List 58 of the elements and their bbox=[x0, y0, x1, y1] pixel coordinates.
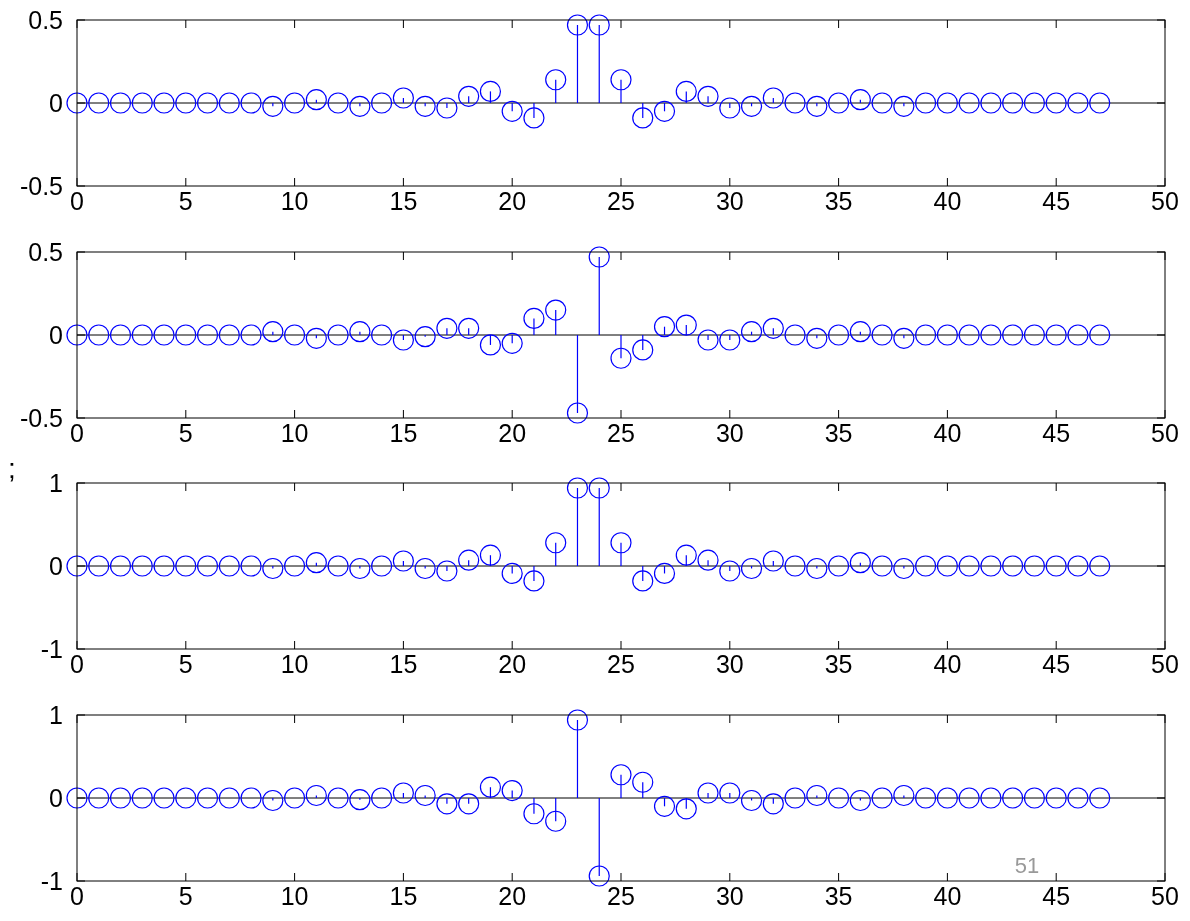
x-tick-label: 15 bbox=[389, 187, 418, 215]
y-tick-label: -1 bbox=[40, 634, 63, 663]
x-tick-label: 40 bbox=[933, 187, 962, 215]
text: ; bbox=[8, 453, 16, 484]
x-tick-label: 50 bbox=[1151, 187, 1179, 215]
x-tick-label: 0 bbox=[70, 882, 84, 910]
x-tick-label: 5 bbox=[178, 419, 193, 447]
annotation: 51 bbox=[1014, 853, 1040, 878]
y-tick-label: 0.5 bbox=[28, 237, 63, 266]
x-tick-label: 30 bbox=[715, 882, 744, 910]
x-tick-label: 35 bbox=[824, 882, 853, 910]
x-tick-label: 45 bbox=[1042, 882, 1071, 910]
x-tick-label: 50 bbox=[1151, 650, 1179, 678]
x-tick-label: 15 bbox=[389, 650, 418, 678]
x-tick-label: 20 bbox=[498, 650, 527, 678]
y-tick-label: -0.5 bbox=[19, 171, 63, 200]
x-tick-label: 35 bbox=[824, 187, 853, 215]
x-tick-label: 20 bbox=[498, 187, 527, 215]
x-tick-label: 25 bbox=[607, 187, 635, 215]
y-tick-label: -0.5 bbox=[19, 403, 63, 432]
x-tick-label: 10 bbox=[280, 187, 309, 215]
x-tick-label: 40 bbox=[933, 650, 962, 678]
y-tick-label: 1 bbox=[49, 468, 63, 497]
x-tick-label: 10 bbox=[280, 650, 309, 678]
x-tick-label: 5 bbox=[178, 882, 193, 910]
y-tick-label: 1 bbox=[49, 700, 63, 729]
x-tick-label: 15 bbox=[389, 882, 418, 910]
x-tick-label: 0 bbox=[70, 419, 84, 447]
x-tick-label: 50 bbox=[1151, 419, 1179, 447]
x-tick-label: 45 bbox=[1042, 187, 1071, 215]
y-tick-label: 0 bbox=[49, 320, 63, 349]
x-tick-label: 0 bbox=[70, 187, 84, 215]
x-tick-label: 40 bbox=[933, 419, 962, 447]
y-tick-label: 0 bbox=[49, 551, 63, 580]
x-tick-label: 25 bbox=[607, 419, 635, 447]
x-tick-label: 25 bbox=[607, 650, 635, 678]
x-tick-label: 30 bbox=[715, 419, 744, 447]
x-tick-label: 50 bbox=[1151, 882, 1179, 910]
x-tick-label: 10 bbox=[280, 882, 309, 910]
y-tick-label: 0 bbox=[49, 783, 63, 812]
x-tick-label: 10 bbox=[280, 419, 309, 447]
x-tick-label: 20 bbox=[498, 419, 527, 447]
x-tick-label: 0 bbox=[70, 650, 84, 678]
x-tick-label: 45 bbox=[1042, 419, 1071, 447]
x-tick-label: 35 bbox=[824, 650, 853, 678]
x-tick-label: 35 bbox=[824, 419, 853, 447]
x-tick-label: 25 bbox=[607, 882, 635, 910]
x-tick-label: 40 bbox=[933, 882, 962, 910]
x-tick-label: 30 bbox=[715, 650, 744, 678]
x-tick-label: 5 bbox=[178, 650, 193, 678]
x-tick-label: 45 bbox=[1042, 650, 1071, 678]
y-tick-label: -1 bbox=[40, 866, 63, 895]
x-tick-label: 30 bbox=[715, 187, 744, 215]
x-tick-label: 20 bbox=[498, 882, 527, 910]
y-tick-label: 0 bbox=[49, 88, 63, 117]
x-tick-label: 15 bbox=[389, 419, 418, 447]
x-tick-label: 5 bbox=[178, 187, 193, 215]
y-tick-label: 0.5 bbox=[28, 5, 63, 34]
